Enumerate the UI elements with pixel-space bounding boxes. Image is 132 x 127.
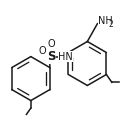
- Text: HN: HN: [58, 52, 73, 62]
- Text: 2: 2: [109, 20, 114, 29]
- Text: S: S: [47, 50, 56, 63]
- Text: NH: NH: [98, 16, 113, 26]
- Text: O: O: [48, 39, 55, 49]
- Text: O: O: [39, 46, 47, 56]
